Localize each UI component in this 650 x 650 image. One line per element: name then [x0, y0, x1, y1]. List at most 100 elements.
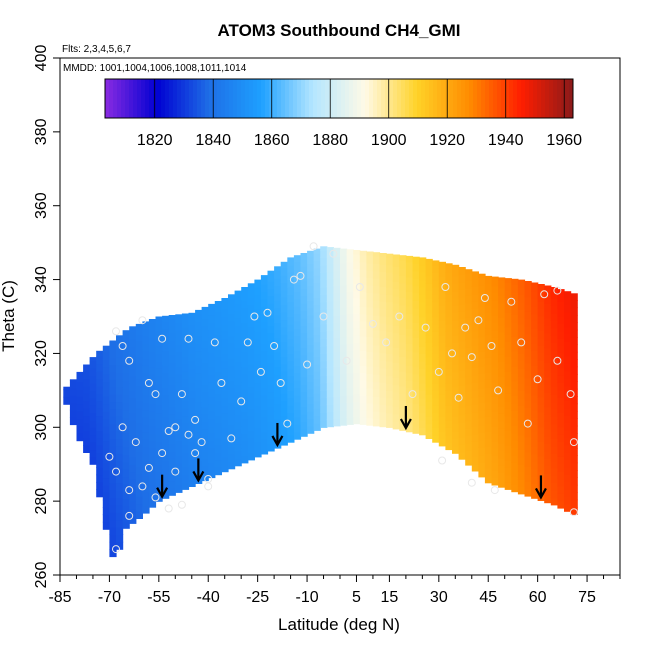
field-cell — [214, 385, 222, 394]
field-cell — [412, 270, 420, 279]
field-cell — [564, 304, 572, 313]
field-cell — [326, 293, 334, 302]
field-cell — [247, 349, 255, 357]
x-axis-label: Latitude (deg N) — [278, 615, 400, 634]
field-cell — [458, 289, 466, 298]
field-cell — [102, 470, 110, 479]
field-cell — [366, 410, 374, 419]
field-cell — [313, 415, 321, 424]
observation-point — [474, 316, 483, 325]
field-cell — [214, 393, 222, 402]
field-cell — [162, 328, 170, 337]
colorbar-strip — [381, 79, 386, 118]
field-cell — [201, 458, 209, 467]
field-cell — [465, 405, 473, 414]
field-cell — [425, 283, 433, 292]
field-cell — [129, 397, 137, 406]
field-cell — [69, 417, 78, 426]
field-cell — [116, 401, 124, 410]
field-cell — [425, 401, 433, 410]
field-cell — [399, 304, 407, 313]
field-cell — [326, 389, 334, 398]
field-cell — [148, 425, 157, 434]
field-cell — [399, 282, 407, 291]
field-cell — [168, 325, 176, 334]
field-cell — [465, 272, 473, 281]
field-cell — [155, 316, 163, 325]
field-cell — [181, 415, 190, 424]
field-cell — [557, 338, 565, 347]
field-cell — [412, 411, 420, 419]
field-cell — [234, 421, 242, 430]
field-cell — [544, 487, 552, 496]
observation-point — [112, 467, 120, 476]
field-cell — [511, 380, 519, 389]
field-cell — [201, 399, 209, 408]
field-cell — [63, 389, 71, 398]
field-cell — [155, 442, 163, 451]
field-cell — [122, 351, 130, 359]
field-cell — [102, 448, 110, 456]
colorbar-strip — [181, 79, 186, 118]
field-cell — [353, 416, 361, 425]
field-cell — [208, 470, 216, 479]
field-cell — [333, 292, 341, 301]
field-cell — [498, 442, 506, 451]
field-cell — [300, 406, 308, 415]
colorbar-strip — [313, 79, 318, 118]
colorbar-frame — [104, 78, 574, 119]
field-cell — [320, 368, 328, 377]
field-cell — [129, 479, 137, 487]
field-cell — [109, 519, 117, 528]
field-cell — [504, 282, 512, 291]
field-cell — [307, 381, 315, 390]
field-cell — [471, 448, 479, 457]
field-cell — [531, 291, 539, 300]
field-cell — [274, 329, 282, 338]
field-cell — [76, 403, 84, 412]
field-cell — [195, 409, 203, 418]
field-cell — [432, 427, 440, 436]
field-cell — [524, 326, 532, 335]
field-cell — [484, 335, 493, 343]
field-cell — [267, 273, 275, 282]
field-cell — [162, 424, 170, 433]
field-cell — [366, 343, 374, 352]
observation-point — [177, 390, 186, 399]
field-cell — [234, 414, 242, 422]
aircraft-arrows — [156, 405, 547, 500]
field-cell — [195, 343, 203, 352]
field-cell — [353, 386, 361, 395]
field-cell — [340, 314, 348, 323]
field-cell — [452, 371, 460, 380]
field-cell — [274, 403, 282, 412]
field-cell — [96, 437, 104, 446]
field-cell — [425, 335, 433, 343]
field-cell — [524, 392, 532, 401]
ch4-field — [63, 246, 578, 558]
field-cell — [168, 384, 176, 393]
colorbar-strip — [385, 79, 390, 118]
field-cell — [340, 277, 348, 286]
field-cell — [109, 482, 117, 491]
colorbar-strip — [297, 79, 302, 118]
colorbar-strip — [377, 79, 382, 118]
field-cell — [458, 444, 466, 453]
field-cell — [412, 374, 420, 383]
field-cell — [359, 365, 367, 374]
observation-point — [250, 312, 259, 321]
field-cell — [346, 365, 354, 374]
field-cell — [524, 466, 532, 475]
x-tick-label: 75 — [578, 589, 596, 606]
field-cell — [471, 404, 479, 413]
field-cell — [537, 345, 545, 354]
field-cell — [379, 256, 387, 265]
field-cell — [313, 363, 321, 372]
field-cell — [511, 329, 519, 338]
field-cell — [392, 399, 400, 408]
field-cell — [214, 408, 222, 417]
field-cell — [491, 278, 499, 287]
observation-point — [204, 482, 213, 491]
field-cell — [458, 355, 466, 364]
field-cell — [452, 423, 460, 432]
